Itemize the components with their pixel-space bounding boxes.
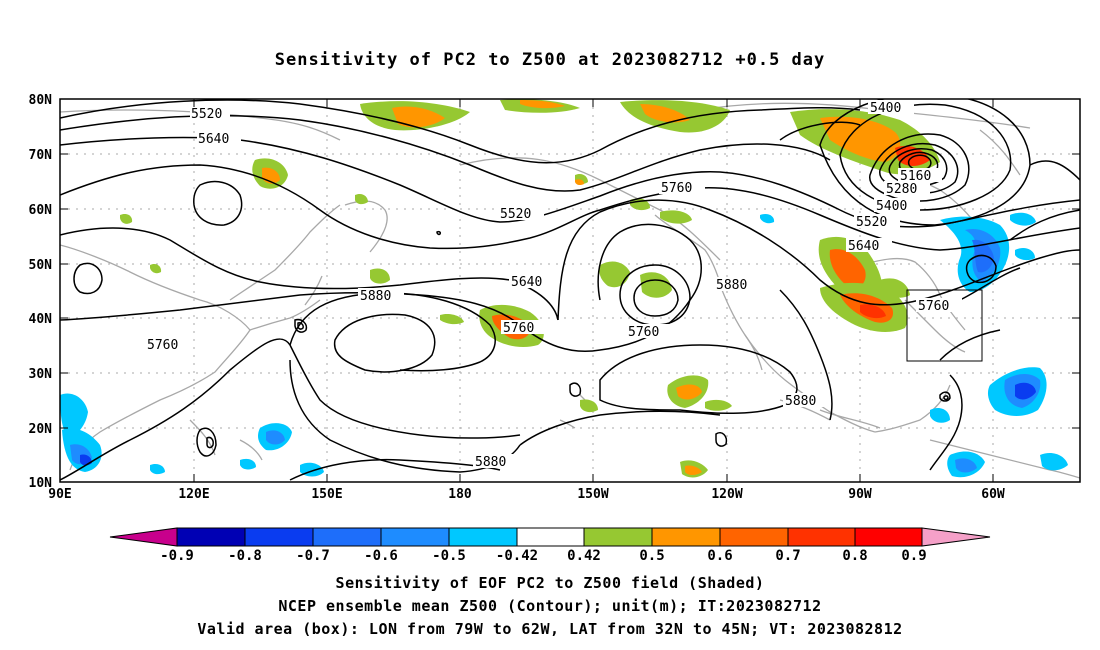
colorbar-segment xyxy=(583,527,653,547)
lon-label: 150E xyxy=(311,487,342,502)
contour-label-group: 5520 5640 5400 5160 5280 5400 5520 5640 … xyxy=(145,100,962,470)
colorbar-segment xyxy=(380,527,450,547)
lon-label: 180 xyxy=(448,487,472,502)
contour-label: 5760 xyxy=(147,338,178,353)
lat-label: 60N xyxy=(29,203,53,218)
colorbar-segment xyxy=(312,527,382,547)
footer-shading-description: Sensitivity of EOF PC2 to Z500 field (Sh… xyxy=(335,574,765,592)
colorbar-label: -0.7 xyxy=(296,548,330,564)
lon-label: 120E xyxy=(178,487,209,502)
contour-label: 5400 xyxy=(870,101,901,116)
lon-label: 120W xyxy=(711,487,742,502)
lat-label: 20N xyxy=(29,422,53,437)
contour-label: 5400 xyxy=(876,199,907,214)
coastlines xyxy=(60,102,1080,479)
colorbar-right-triangle xyxy=(921,527,991,547)
lat-label: 40N xyxy=(29,312,53,327)
colorbar-segment xyxy=(719,527,789,547)
colorbar-segment xyxy=(448,527,518,547)
sensitivity-shading xyxy=(60,99,1068,478)
colorbar-label: 0.8 xyxy=(842,548,867,564)
colorbar-segment xyxy=(854,527,923,547)
colorbar-segment xyxy=(244,527,314,547)
lon-label: 90W xyxy=(848,487,872,502)
footer-contour-description: NCEP ensemble mean Z500 (Contour); unit(… xyxy=(278,597,822,615)
contour-label: 5640 xyxy=(511,275,542,290)
contour-label: 5640 xyxy=(848,239,879,254)
colorbar-label: 0.5 xyxy=(639,548,664,564)
z500-contours xyxy=(60,99,1080,481)
contour-label: 5880 xyxy=(716,278,747,293)
map-title: Sensitivity of PC2 to Z500 at 2023082712… xyxy=(274,50,826,70)
contour-label: 5760 xyxy=(661,181,692,196)
map-border xyxy=(59,98,1081,483)
contour-label: 5760 xyxy=(628,325,659,340)
contour-label: 5160 xyxy=(900,169,931,184)
colorbar-segment xyxy=(516,527,585,547)
contour-label: 5280 xyxy=(886,182,917,197)
colorbar xyxy=(109,527,991,547)
colorbar-labels: -0.9 -0.8 -0.7 -0.6 -0.5 -0.42 0.42 0.5 … xyxy=(160,548,927,564)
colorbar-label: -0.5 xyxy=(432,548,466,564)
lat-label: 50N xyxy=(29,258,53,273)
colorbar-label: 0.9 xyxy=(901,548,926,564)
colorbar-label: -0.42 xyxy=(496,548,538,564)
axis-ticks xyxy=(60,98,1080,482)
lat-label: 30N xyxy=(29,367,53,382)
lon-label: 150W xyxy=(577,487,608,502)
colorbar-label: -0.6 xyxy=(364,548,398,564)
footer-valid-area-description: Valid area (box): LON from 79W to 62W, L… xyxy=(197,620,903,638)
colorbar-segment xyxy=(787,527,856,547)
colorbar-left-triangle xyxy=(109,527,178,547)
contour-label: 5880 xyxy=(360,289,391,304)
lon-label: 60W xyxy=(981,487,1005,502)
contour-label: 5520 xyxy=(856,215,887,230)
valid-area-box xyxy=(906,289,983,362)
contour-label: 5520 xyxy=(500,207,531,222)
lat-labels: 80N 70N 60N 50N 40N 30N 20N 10N xyxy=(29,93,53,491)
contour-label: 5640 xyxy=(198,132,229,147)
lat-label: 70N xyxy=(29,148,53,163)
colorbar-segment xyxy=(651,527,721,547)
contour-label: 5760 xyxy=(918,299,949,314)
contour-label: 5520 xyxy=(191,107,222,122)
colorbar-segment xyxy=(176,527,246,547)
colorbar-label: 0.6 xyxy=(707,548,732,564)
colorbar-label: 0.42 xyxy=(567,548,601,564)
lat-label: 80N xyxy=(29,93,53,108)
contour-label: 5880 xyxy=(475,455,506,470)
colorbar-label: -0.9 xyxy=(160,548,194,564)
lon-label: 90E xyxy=(48,487,71,502)
colorbar-label: 0.7 xyxy=(775,548,800,564)
lat-label: 10N xyxy=(29,476,53,491)
lon-labels: 90E 120E 150E 180 150W 120W 90W 60W xyxy=(48,487,1005,502)
colorbar-label: -0.8 xyxy=(228,548,262,564)
contour-label: 5760 xyxy=(503,321,534,336)
contour-label: 5880 xyxy=(785,394,816,409)
